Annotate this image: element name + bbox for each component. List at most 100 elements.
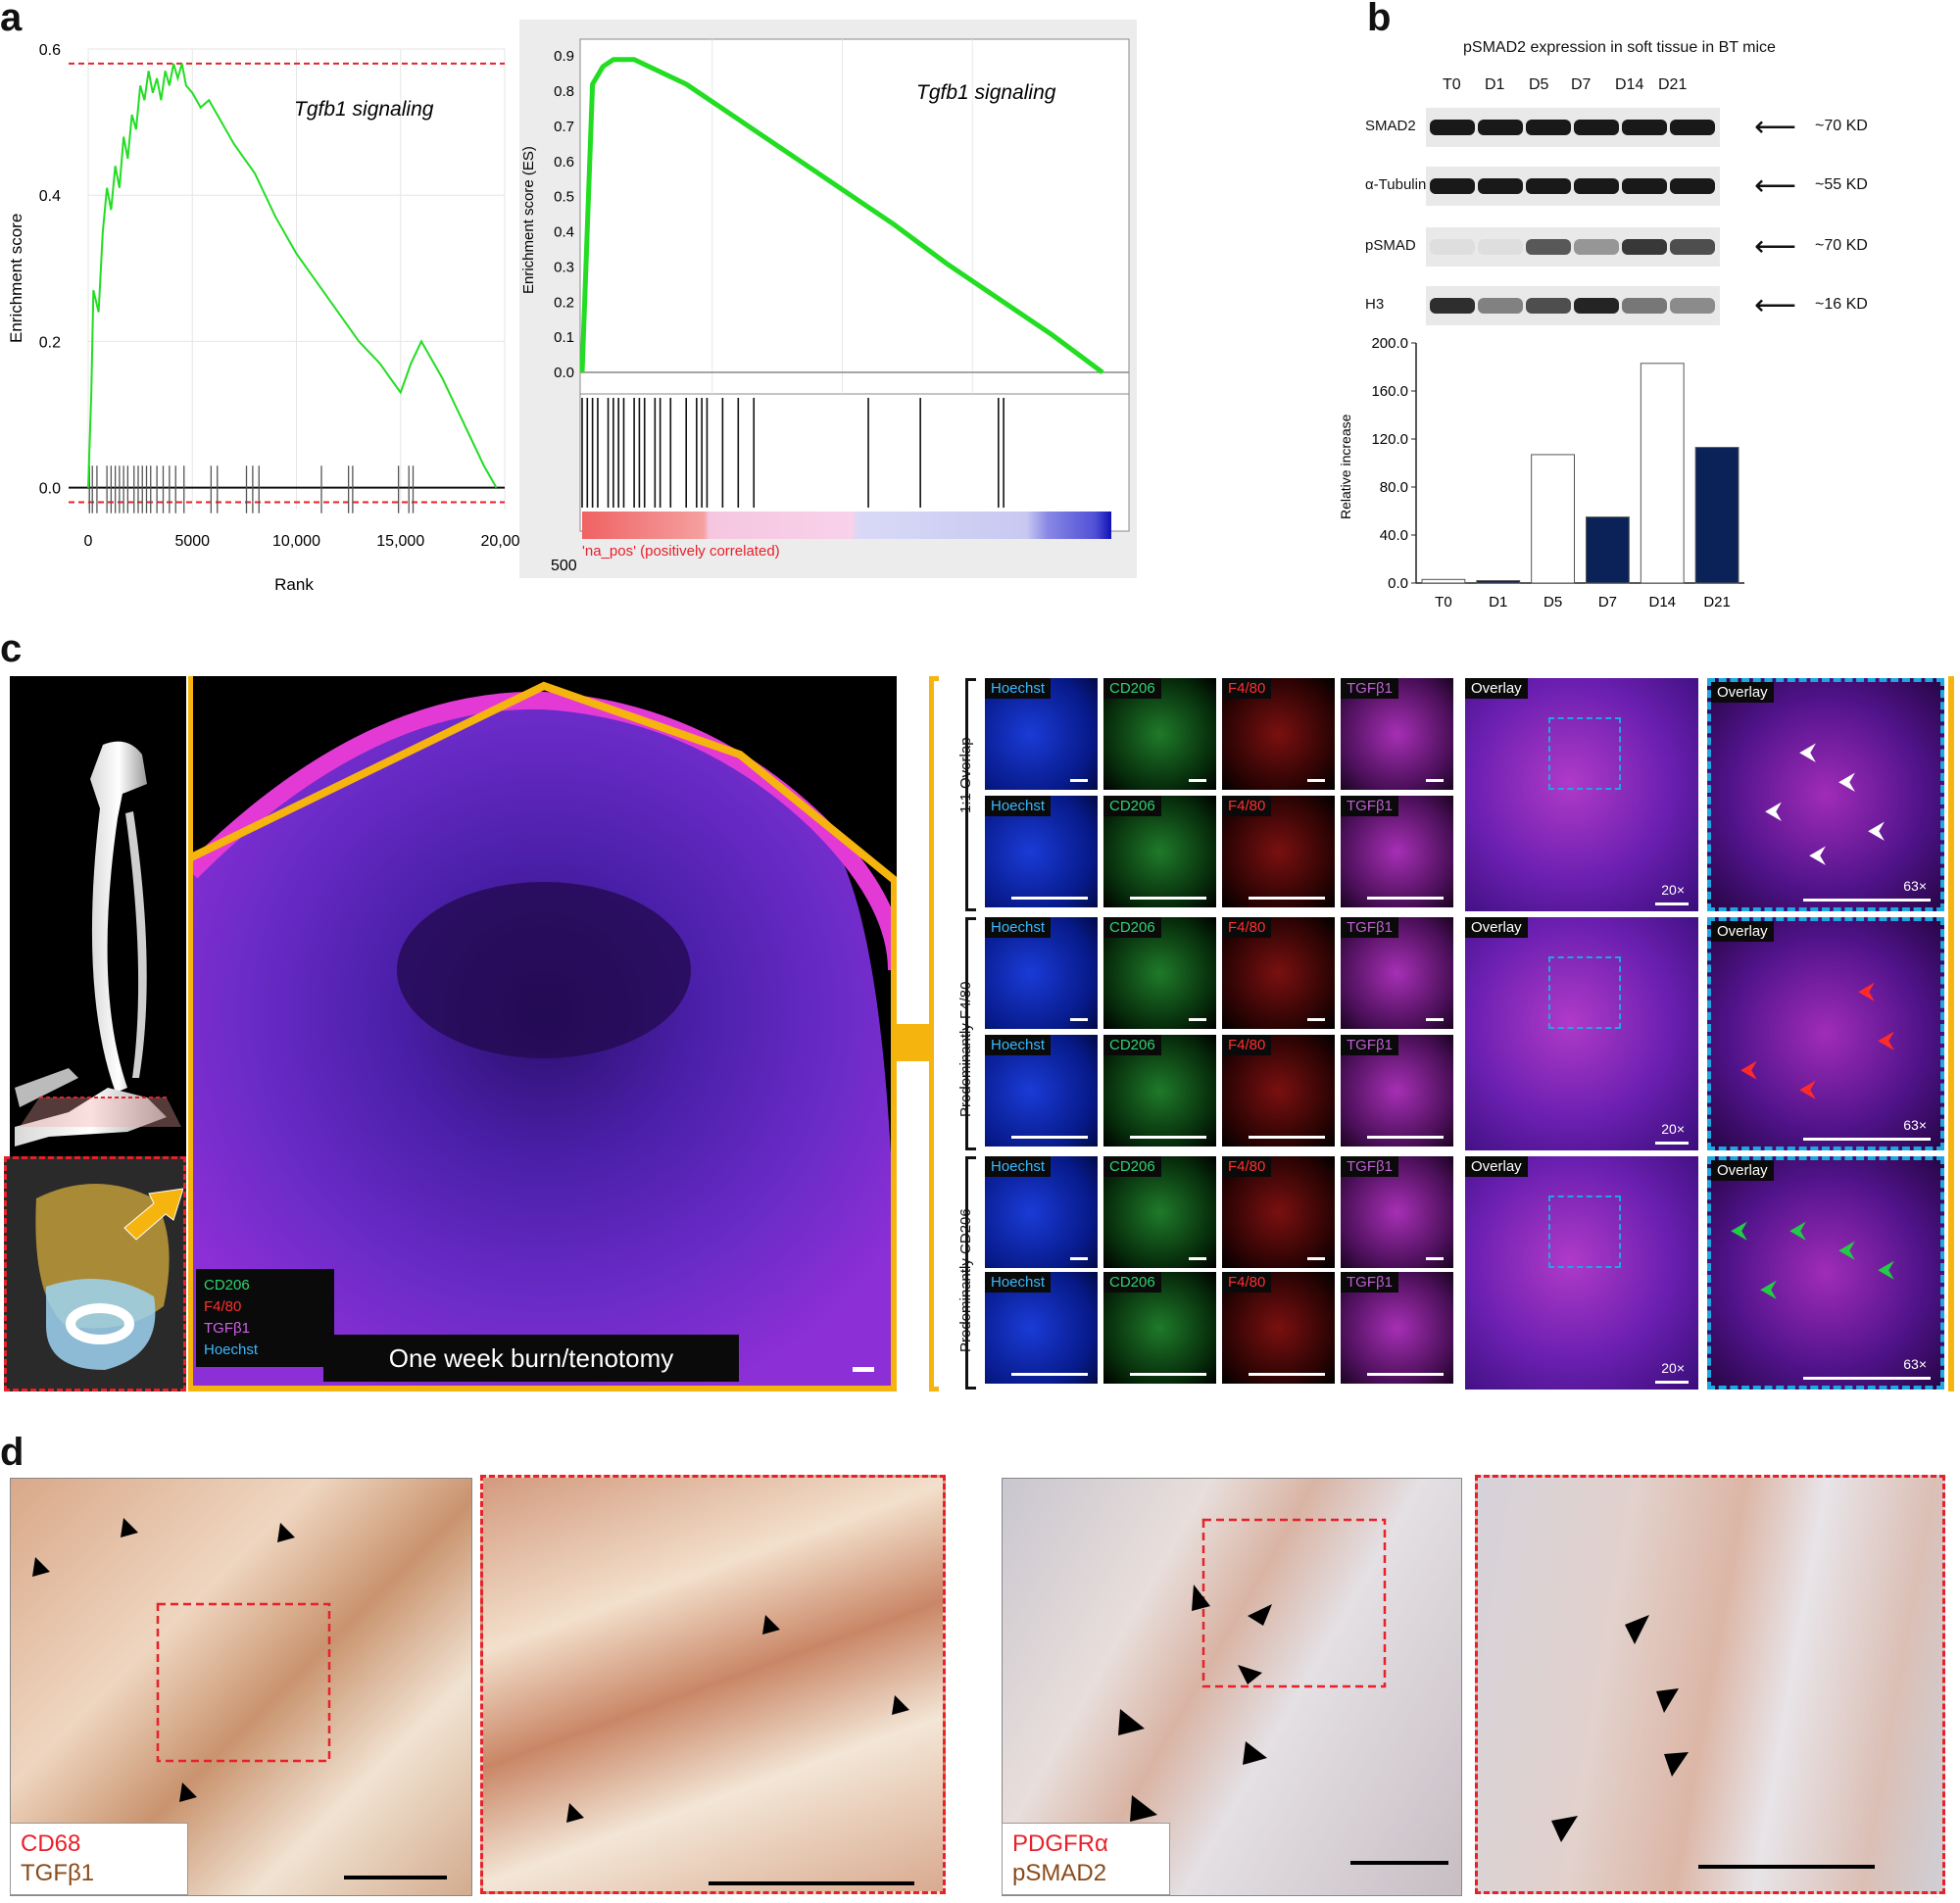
channel-label: TGFβ1 (1341, 796, 1398, 816)
section-caption: One week burn/tenotomy (323, 1335, 739, 1382)
blot-band (1430, 298, 1475, 314)
channel-tile: CD206 (1103, 796, 1216, 907)
blot-lane-label: D21 (1658, 76, 1688, 93)
arrow-icon: ⮜ (1838, 768, 1856, 795)
scale-bar (1426, 1257, 1444, 1260)
channel-label: Hoechst (985, 917, 1052, 938)
left-orange-border (188, 676, 193, 1391)
blot-strip (1426, 167, 1720, 206)
y-axis-label: Relative increase (1338, 414, 1353, 519)
channel-tile: Hoechst (985, 796, 1098, 907)
channel-tile: CD206 (1103, 1272, 1216, 1384)
legend-hoechst: Hoechst (204, 1342, 259, 1358)
orange-arrow-icon (123, 1188, 183, 1241)
x-tick-label: 15,000 (376, 533, 424, 550)
kd-label: ~70 KD (1815, 118, 1868, 134)
blot-lane-label: D7 (1571, 76, 1592, 93)
x-tick-label: 10,000 (272, 533, 320, 550)
arrowhead-icon (1192, 1585, 1210, 1611)
scale-bar (1426, 1018, 1444, 1021)
arrow-icon: ⮜ (1765, 798, 1783, 824)
scale-bar (1803, 899, 1931, 902)
arrowhead-icon (32, 1557, 50, 1577)
channel-label: CD206 (1103, 917, 1161, 938)
channel-tile: F4/80 (1222, 1272, 1335, 1384)
channel-label: F4/80 (1222, 1156, 1272, 1177)
overlay-20x-tile: Overlay 20× (1465, 678, 1698, 911)
channel-label: CD206 (1103, 1156, 1161, 1177)
magnification-label: 63× (1903, 1356, 1927, 1372)
blot-band (1430, 178, 1475, 194)
x-tick-label: D7 (1598, 594, 1617, 608)
bar (1694, 447, 1740, 584)
channel-label: F4/80 (1222, 1272, 1272, 1293)
zoom-region-box (1548, 956, 1621, 1029)
overlay-63x-tile: Overlay 63× ⮜ ⮜ ⮜ ⮜ ⮜ (1707, 678, 1944, 911)
channel-label: Hoechst (985, 1272, 1052, 1293)
legend-psmad2: pSMAD2 (1012, 1860, 1107, 1886)
y-tick-label: 0.8 (554, 83, 574, 100)
gene-hit-ticks (88, 465, 415, 513)
blot-band (1430, 120, 1475, 135)
arrowhead-icon (566, 1803, 584, 1823)
panel-letter-c: c (0, 627, 23, 670)
scale-bar (1130, 1373, 1206, 1376)
arrow-icon: ⮜ (1878, 1027, 1895, 1053)
overlay-label: Overlay (1465, 917, 1528, 938)
blot-band (1670, 298, 1715, 314)
overlay-63x-tile: Overlay 63× ⮜ ⮜ ⮜ ⮜ ⮜ (1707, 1156, 1944, 1390)
y-tick-label: 80.0 (1380, 479, 1408, 496)
stain-legend-right: PDGFRα pSMAD2 (1002, 1823, 1170, 1895)
channel-label: F4/80 (1222, 796, 1272, 816)
zoom-region-box (1548, 717, 1621, 790)
overlay-63x-tile: Overlay 63× ⮜ ⮜ ⮜ ⮜ (1707, 917, 1944, 1150)
bar (1421, 578, 1466, 584)
scale-bar (1367, 897, 1444, 900)
scale-bar (1189, 1257, 1206, 1260)
group-bracket-f480 (965, 917, 976, 1150)
scale-bar (1011, 1373, 1088, 1376)
arrowhead-icon (1248, 1604, 1272, 1626)
magnification-label: 20× (1661, 1360, 1685, 1376)
panel-letter-d: d (0, 1431, 24, 1474)
channel-label: TGFβ1 (1341, 678, 1398, 699)
channel-label: Hoechst (985, 1035, 1052, 1055)
blot-row-label: α-Tubulin (1365, 176, 1427, 193)
blot-band (1622, 120, 1667, 135)
blot-band (1670, 239, 1715, 255)
y-tick-label: 0.9 (554, 48, 574, 65)
kd-label: ~55 KD (1815, 176, 1868, 193)
scale-bar (1367, 1136, 1444, 1139)
channel-tile: CD206 (1103, 678, 1216, 790)
enrichment-score-line (87, 63, 498, 489)
channel-label: TGFβ1 (1341, 1035, 1398, 1055)
y-tick-label: 0.1 (554, 329, 574, 346)
channel-tile: Hoechst (985, 917, 1098, 1029)
blot-band (1526, 178, 1571, 194)
scale-bar (1655, 903, 1689, 905)
arrow-icon: ⟵ (1754, 111, 1797, 143)
overlay-label: Overlay (1465, 678, 1528, 699)
panel-letter-a: a (0, 0, 23, 39)
channel-tile: CD206 (1103, 1035, 1216, 1147)
gsea-plot-right: 0.0 0.1 0.2 0.3 0.4 0.5 0.6 0.7 0.8 0.9 Tgfb1 sig… (520, 38, 1130, 574)
channel-tile: TGFβ1 (1341, 678, 1453, 790)
scale-bar (1189, 779, 1206, 782)
arrow-icon: ⮜ (1868, 817, 1886, 844)
scale-bar (1249, 1136, 1325, 1139)
arrowhead-icon (1625, 1615, 1649, 1644)
arrow-icon: ⟵ (1754, 170, 1797, 202)
x-axis-label: Rank (274, 575, 314, 594)
scale-bar (1307, 1257, 1325, 1260)
kd-label: ~16 KD (1815, 296, 1868, 313)
blot-band (1574, 239, 1619, 255)
blot-lane-label: D5 (1529, 76, 1549, 93)
arrow-icon: ⮜ (1740, 1056, 1758, 1083)
channel-tile: Hoechst (985, 1272, 1098, 1384)
overlay-label: Overlay (1465, 1156, 1528, 1177)
scale-bar (1249, 897, 1325, 900)
arrow-icon: ⮜ (1858, 978, 1876, 1004)
bar (1476, 580, 1521, 584)
scale-bar (1307, 1018, 1325, 1021)
channel-label: TGFβ1 (1341, 1156, 1398, 1177)
